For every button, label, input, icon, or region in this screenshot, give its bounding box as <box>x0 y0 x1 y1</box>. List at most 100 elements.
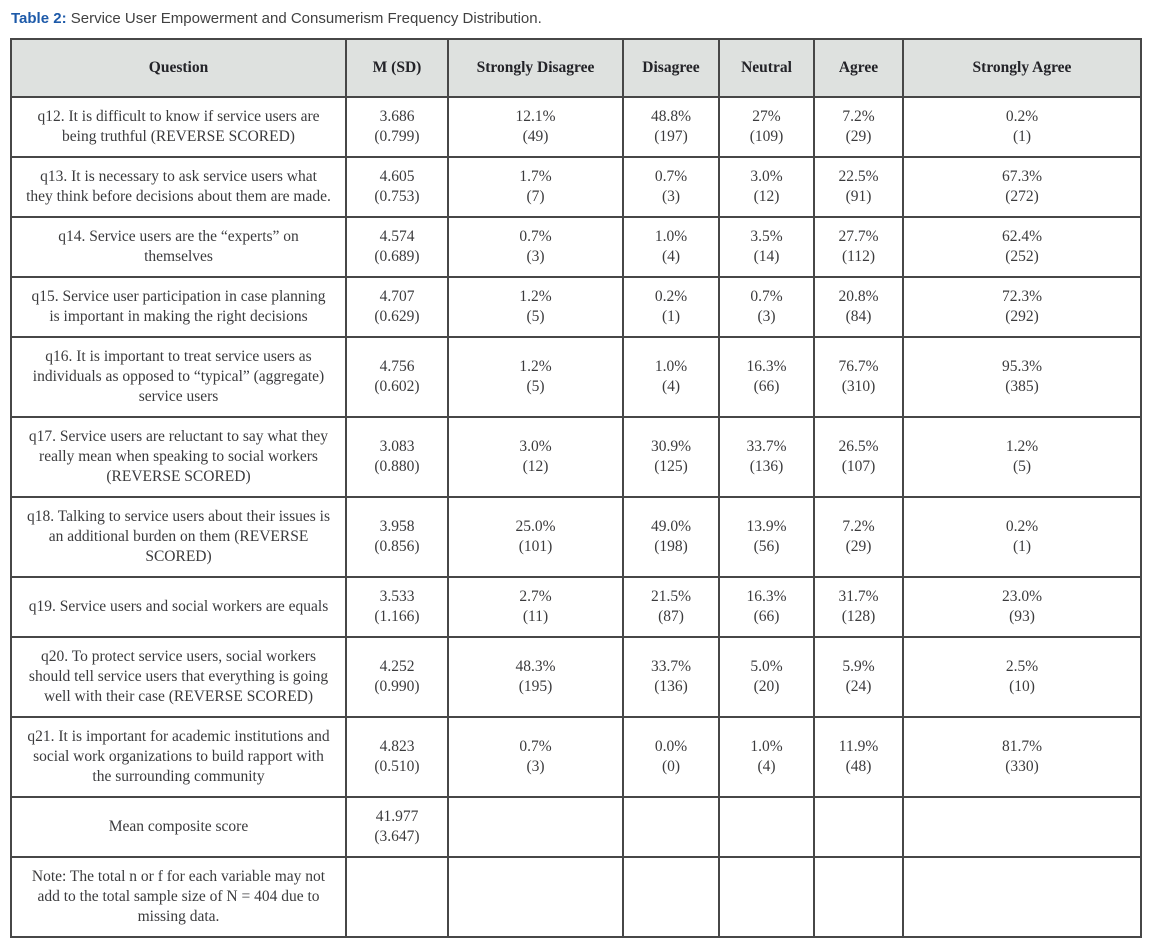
table-caption-text: Service User Empowerment and Consumerism… <box>66 10 542 27</box>
sd-value: (0.602) <box>374 378 420 395</box>
table-row: q17. Service users are reluctant to say … <box>10 416 1142 498</box>
percent-value: 76.7% <box>838 358 879 375</box>
count-value: (136) <box>654 678 688 695</box>
value-cell: 0.7% (3) <box>718 276 815 338</box>
percent-value: 0.7% <box>750 288 783 305</box>
value-cell: 3.0% (12) <box>447 416 624 498</box>
question-cell: q13. It is necessary to ask service user… <box>10 156 347 218</box>
question-cell: q12. It is difficult to know if service … <box>10 96 347 158</box>
value-cell: 0.7% (3) <box>447 216 624 278</box>
percent-value: 0.7% <box>654 168 688 185</box>
value-cell: 2.7% (11) <box>447 576 624 638</box>
count-value: (24) <box>845 678 872 695</box>
value-cell: 1.7% (7) <box>447 156 624 218</box>
mean-value: 3.958 <box>379 518 415 535</box>
count-value: (84) <box>845 308 872 325</box>
value-cell: 31.7% (128) <box>813 576 904 638</box>
percent-value: 1.0% <box>750 738 783 755</box>
count-value: (48) <box>845 758 872 775</box>
column-header: Question <box>10 38 347 98</box>
percent-value: 33.7% <box>746 438 787 455</box>
count-value: (4) <box>757 758 776 775</box>
count-value: (20) <box>753 678 780 695</box>
value-cell: 20.8% (84) <box>813 276 904 338</box>
msd-cell: 3.083 (0.880) <box>345 416 449 498</box>
percent-value: 25.0% <box>515 518 556 535</box>
percent-value: 95.3% <box>1001 358 1043 375</box>
msd-cell: 4.823 (0.510) <box>345 716 449 798</box>
percent-value: 27% <box>752 108 781 125</box>
mean-value: 4.756 <box>379 358 415 375</box>
percent-value: 22.5% <box>838 168 879 185</box>
count-value: (93) <box>1009 608 1035 625</box>
count-value: (12) <box>753 188 780 205</box>
table-caption: Table 2: Service User Empowerment and Co… <box>11 9 1141 29</box>
percent-value: 20.8% <box>838 288 879 305</box>
value-cell: 33.7% (136) <box>622 636 720 718</box>
mean-value: 3.686 <box>379 108 415 125</box>
mean-value: 3.533 <box>379 588 415 605</box>
column-header: Strongly Disagree <box>447 38 624 98</box>
value-cell: 11.9% (48) <box>813 716 904 798</box>
value-cell <box>718 856 815 938</box>
percent-value: 0.0% <box>654 738 688 755</box>
count-value: (66) <box>753 608 780 625</box>
msd-cell: 4.574 (0.689) <box>345 216 449 278</box>
value-cell <box>813 856 904 938</box>
count-value: (125) <box>654 458 688 475</box>
percent-value: 5.0% <box>750 658 783 675</box>
msd-cell: 4.605 (0.753) <box>345 156 449 218</box>
count-value: (272) <box>1005 188 1039 205</box>
value-cell: 26.5% (107) <box>813 416 904 498</box>
table-row: q14. Service users are the “experts” on … <box>10 216 1142 278</box>
count-value: (56) <box>753 538 780 555</box>
percent-value: 49.0% <box>650 518 692 535</box>
count-value: (1) <box>1012 538 1032 555</box>
question-cell: q20. To protect service users, social wo… <box>10 636 347 718</box>
sd-value: (0.856) <box>374 538 420 555</box>
percent-value: 2.7% <box>519 588 552 605</box>
percent-value: 3.5% <box>750 228 783 245</box>
value-cell: 1.0% (4) <box>718 716 815 798</box>
table-header-row: Question M (SD) Strongly Disagree Disagree N… <box>10 38 1142 98</box>
count-value: (87) <box>658 608 684 625</box>
column-header: M (SD) <box>345 38 449 98</box>
percent-value: 1.0% <box>654 358 688 375</box>
value-cell: 16.3% (66) <box>718 576 815 638</box>
count-value: (128) <box>841 608 876 625</box>
percent-value: 1.2% <box>1005 438 1039 455</box>
value-cell: 1.2% (5) <box>447 276 624 338</box>
percent-value: 21.5% <box>650 588 692 605</box>
percent-value: 23.0% <box>1001 588 1043 605</box>
sd-value: (3.647) <box>374 828 420 845</box>
value-cell: 95.3% (385) <box>902 336 1142 418</box>
question-cell: Mean composite score <box>10 796 347 858</box>
value-cell: 3.5% (14) <box>718 216 815 278</box>
percent-value: 31.7% <box>838 588 879 605</box>
value-cell: 49.0% (198) <box>622 496 720 578</box>
msd-cell: 4.707 (0.629) <box>345 276 449 338</box>
mean-value: 41.977 <box>375 808 419 825</box>
count-value: (12) <box>522 458 549 475</box>
value-cell: 5.0% (20) <box>718 636 815 718</box>
percent-value: 67.3% <box>1001 168 1043 185</box>
value-cell: 1.0% (4) <box>622 336 720 418</box>
msd-cell: 3.686 (0.799) <box>345 96 449 158</box>
count-value: (109) <box>749 128 784 145</box>
percent-value: 81.7% <box>1001 738 1043 755</box>
count-value: (5) <box>526 378 545 395</box>
value-cell: 7.2% (29) <box>813 96 904 158</box>
percent-value: 1.7% <box>519 168 552 185</box>
value-cell <box>622 856 720 938</box>
msd-cell: 3.958 (0.856) <box>345 496 449 578</box>
value-cell: 27% (109) <box>718 96 815 158</box>
value-cell: 7.2% (29) <box>813 496 904 578</box>
percent-value: 0.7% <box>519 228 552 245</box>
sd-value: (0.629) <box>374 308 420 325</box>
count-value: (330) <box>1005 758 1039 775</box>
percent-value: 0.2% <box>1005 108 1039 125</box>
count-value: (195) <box>518 678 553 695</box>
count-value: (198) <box>654 538 688 555</box>
percent-value: 16.3% <box>746 588 787 605</box>
count-value: (66) <box>753 378 780 395</box>
